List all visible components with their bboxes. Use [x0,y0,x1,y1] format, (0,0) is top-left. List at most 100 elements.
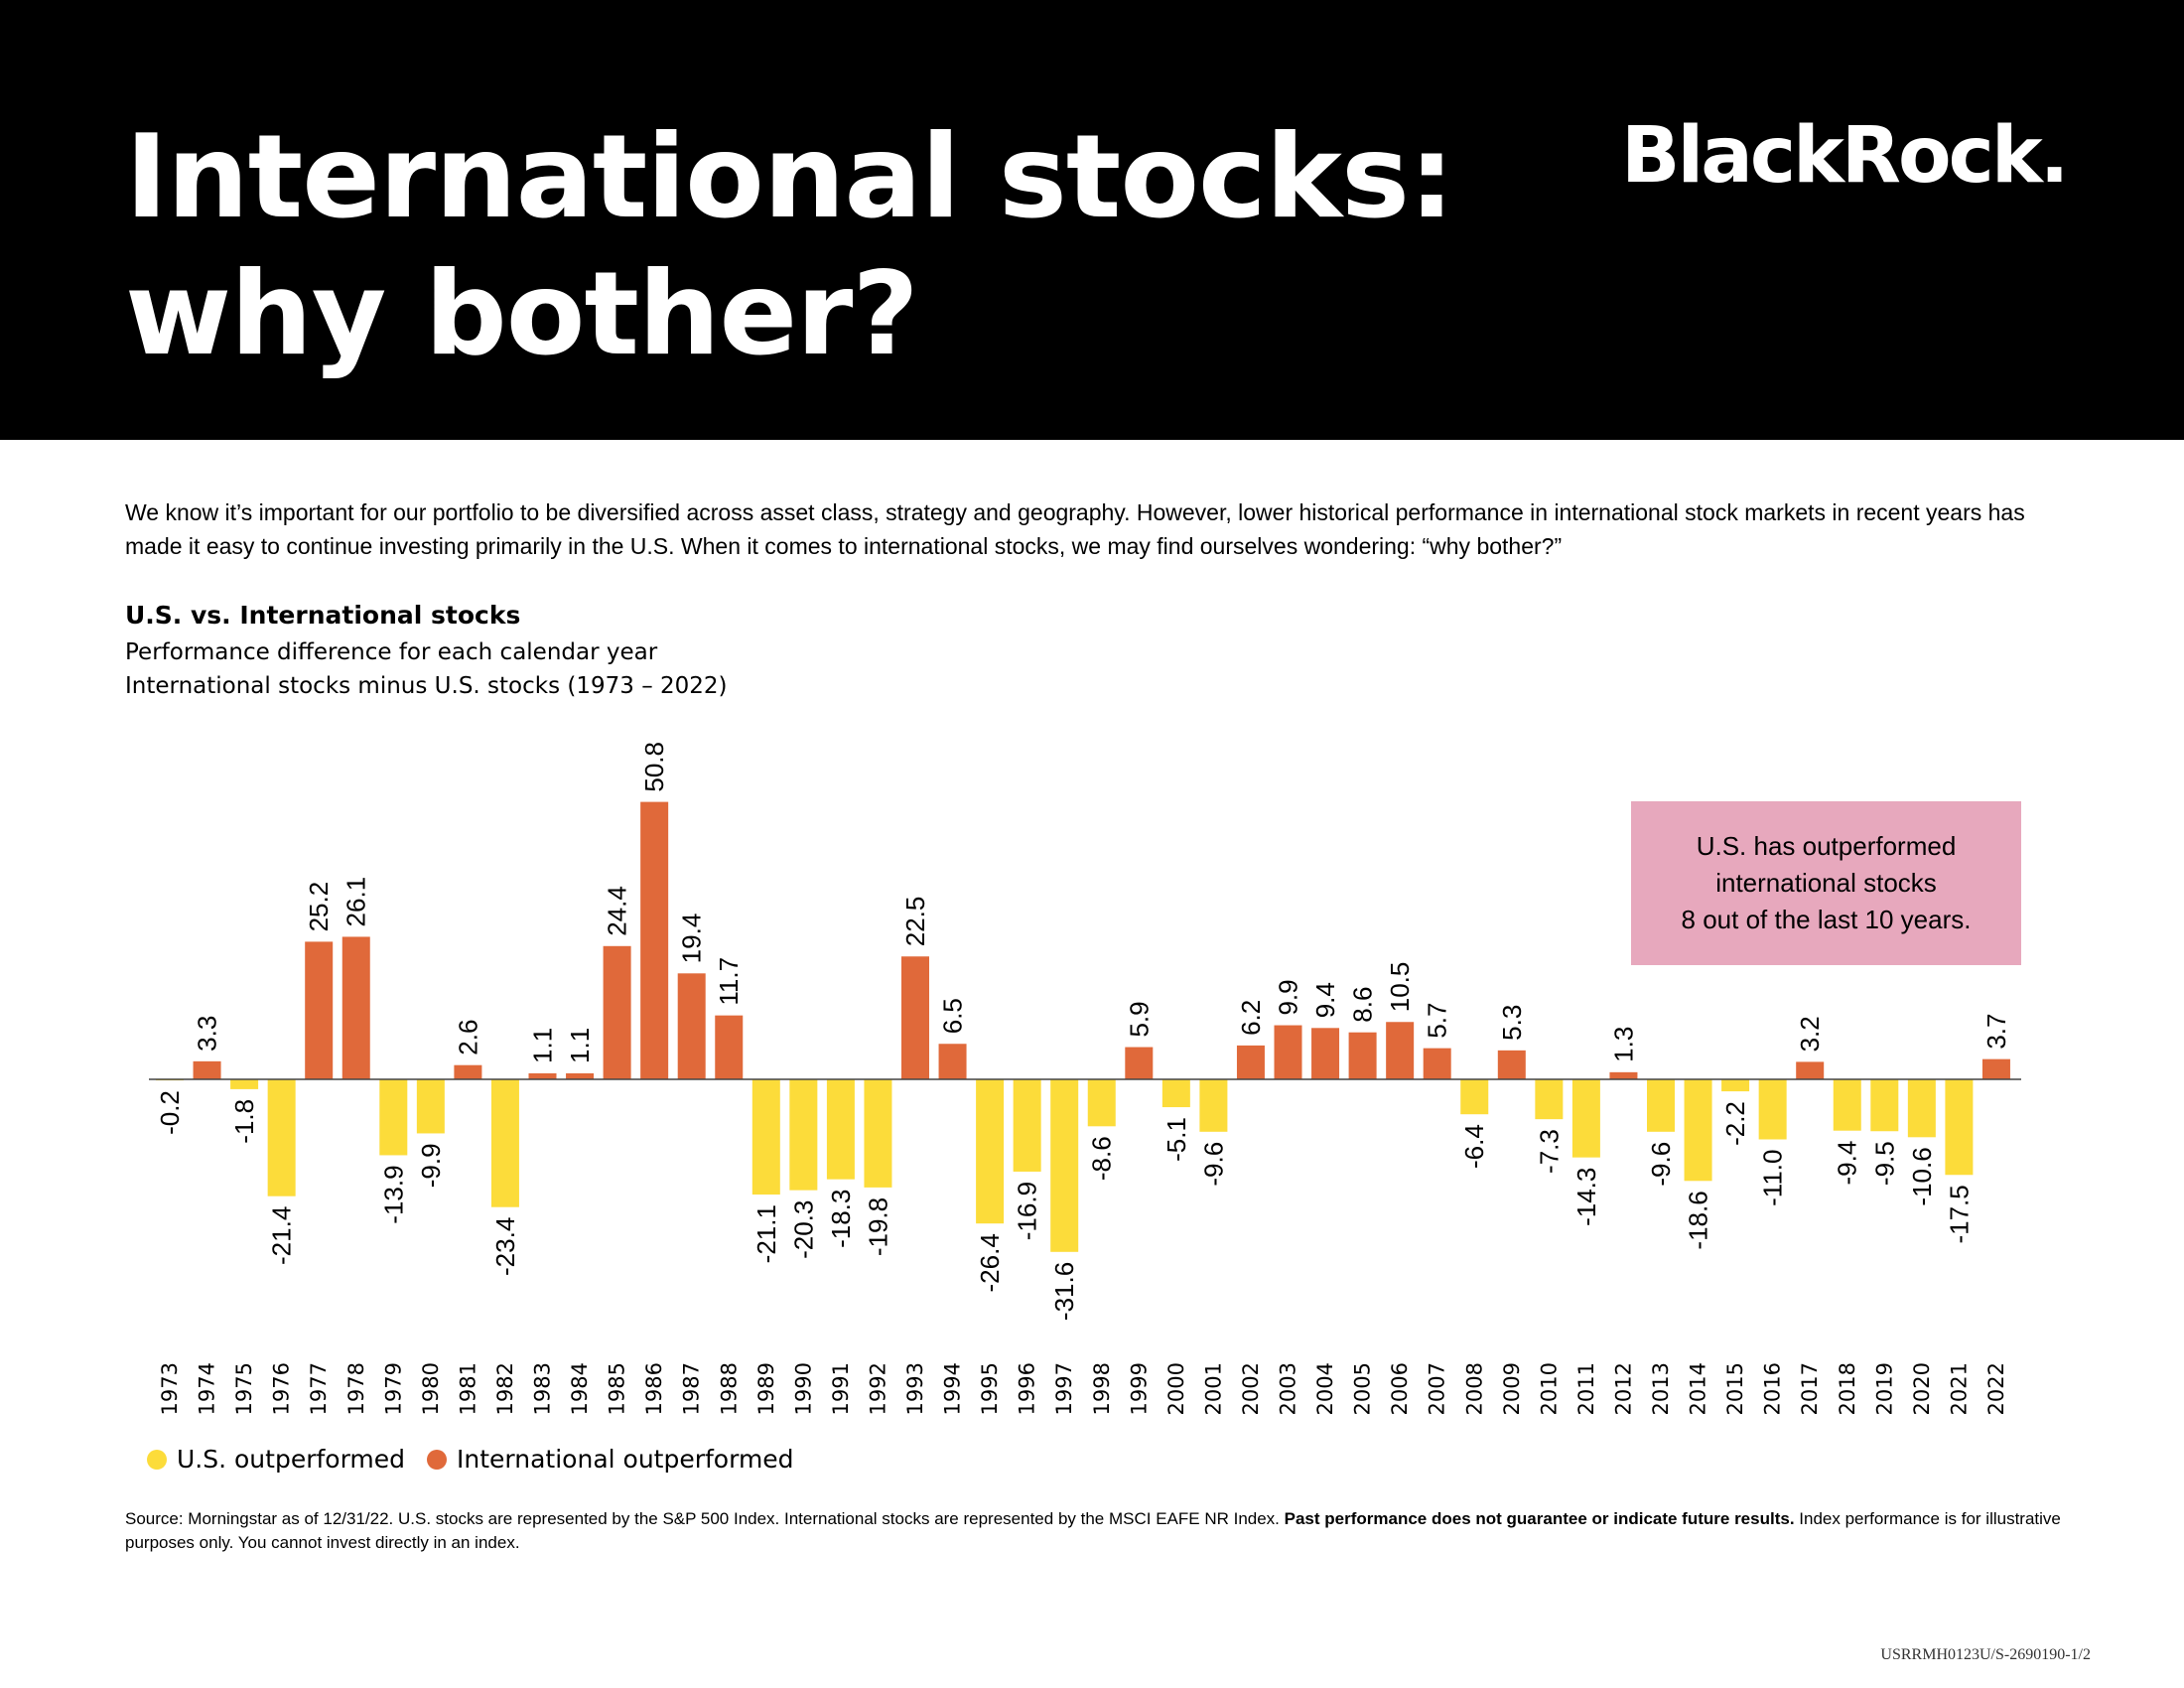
year-label-1988: 1988 [717,1362,741,1415]
data-label-1986: 50.8 [639,742,669,792]
chart-title: U.S. vs. International stocks [125,601,521,630]
year-label-1994: 1994 [941,1362,965,1415]
data-label-2000: -5.1 [1161,1117,1191,1162]
data-label-1994: 6.5 [938,998,968,1034]
data-label-2008: -6.4 [1459,1124,1489,1169]
bar-1986 [640,801,669,1079]
year-label-2022: 2022 [1984,1362,2008,1415]
year-label-1985: 1985 [606,1362,629,1415]
legend-item-us: U.S. outperformed [147,1445,405,1474]
bar-1988 [715,1015,744,1079]
data-label-1978: 26.1 [341,877,371,927]
document-code: USRRMH0123U/S-2690190-1/2 [1880,1646,2091,1663]
data-label-1991: -18.3 [826,1190,856,1248]
source-note: Source: Morningstar as of 12/31/22. U.S.… [125,1507,2071,1555]
data-label-1997: -31.6 [1049,1262,1079,1321]
data-label-2006: 10.5 [1385,962,1415,1013]
data-label-2001: -9.6 [1198,1142,1228,1187]
data-label-2021: -17.5 [1944,1185,1974,1243]
year-label-1991: 1991 [829,1362,853,1415]
data-label-2022: 3.7 [1981,1013,2011,1049]
data-label-2004: 9.4 [1310,982,1340,1018]
year-label-1996: 1996 [1016,1362,1039,1415]
page-title-line-2: why bother? [125,247,919,381]
year-label-2004: 2004 [1313,1362,1337,1415]
data-label-1975: -1.8 [229,1099,259,1144]
data-label-1992: -19.8 [863,1197,892,1256]
data-label-1973: -0.2 [155,1090,185,1135]
data-label-1981: 2.6 [453,1020,482,1055]
data-label-1989: -21.1 [751,1204,781,1263]
year-label-1987: 1987 [680,1362,704,1415]
chart-subtitle-range: International stocks minus U.S. stocks (… [125,673,728,699]
data-label-2016: -11.0 [1758,1150,1788,1206]
bar-1999 [1125,1047,1154,1079]
data-label-1993: 22.5 [900,897,930,947]
data-label-2011: -14.3 [1571,1168,1601,1226]
year-label-1973: 1973 [158,1362,182,1415]
year-label-2005: 2005 [1351,1362,1375,1415]
data-label-2020: -10.6 [1907,1147,1937,1205]
bar-1990 [789,1079,818,1191]
year-label-1997: 1997 [1052,1362,1076,1415]
bar-1991 [826,1079,855,1180]
data-label-1987: 19.4 [677,914,707,964]
page-title: International stocks: why bother? [125,109,1454,383]
year-label-2013: 2013 [1649,1362,1673,1415]
callout-line-3: 8 out of the last 10 years. [1681,905,1972,934]
bar-2010 [1535,1079,1564,1120]
legend-label-us: U.S. outperformed [177,1445,406,1474]
source-text-end: Index performance is for illustrative pu… [125,1509,2061,1552]
data-label-2012: 1.3 [1608,1027,1638,1062]
year-label-2011: 2011 [1574,1362,1598,1415]
bar-2012 [1609,1071,1638,1079]
year-label-2012: 2012 [1611,1362,1635,1415]
bar-1977 [305,941,334,1079]
bar-chart: -0.2 1973 3.3 1974 -1.8 1975 -21.4 1976 25.2 1977… [149,742,2021,1415]
chart-subtitle: Performance difference for each calendar… [125,639,658,665]
year-label-1982: 1982 [493,1362,517,1415]
bar-2006 [1386,1022,1415,1079]
data-label-2005: 8.6 [1348,987,1378,1023]
data-label-2002: 6.2 [1236,1000,1266,1036]
bar-2003 [1274,1025,1302,1079]
year-label-1980: 1980 [419,1362,443,1415]
data-label-2014: -18.6 [1684,1191,1713,1249]
year-label-1974: 1974 [196,1362,219,1415]
year-label-2000: 2000 [1164,1362,1188,1415]
data-label-1980: -9.9 [416,1143,446,1188]
bar-1979 [379,1079,408,1156]
bar-2004 [1311,1028,1340,1079]
data-label-2009: 5.3 [1497,1005,1527,1041]
data-label-1982: -23.4 [490,1217,520,1276]
intro-paragraph: We know it’s important for our portfolio… [125,499,2025,559]
bar-2001 [1199,1079,1228,1132]
bar-1983 [528,1072,557,1079]
data-label-1977: 25.2 [304,882,334,932]
data-label-1985: 24.4 [603,886,632,936]
year-label-2003: 2003 [1277,1362,1300,1415]
year-label-1995: 1995 [978,1362,1002,1415]
bar-2022 [1981,1058,2010,1079]
year-label-2015: 2015 [1723,1362,1747,1415]
source-text: Source: Morningstar as of 12/31/22. U.S.… [125,1509,1285,1528]
bar-2000 [1161,1079,1190,1108]
year-label-1979: 1979 [381,1362,405,1415]
bar-1994 [938,1044,967,1079]
bar-1989 [751,1079,780,1196]
year-label-1977: 1977 [307,1362,331,1415]
bar-1980 [416,1079,445,1134]
year-label-2010: 2010 [1537,1362,1561,1415]
bar-1996 [1013,1079,1041,1172]
callout-line-1: U.S. has outperformed [1696,831,1957,861]
bar-2014 [1684,1079,1712,1182]
year-label-2020: 2020 [1910,1362,1934,1415]
bar-2017 [1796,1061,1825,1079]
data-label-2013: -9.6 [1646,1142,1676,1187]
bar-2013 [1647,1079,1675,1132]
bar-2016 [1758,1079,1787,1140]
year-label-1975: 1975 [232,1362,256,1415]
year-label-1978: 1978 [344,1362,368,1415]
bar-1975 [230,1079,259,1089]
year-label-2001: 2001 [1201,1362,1225,1415]
